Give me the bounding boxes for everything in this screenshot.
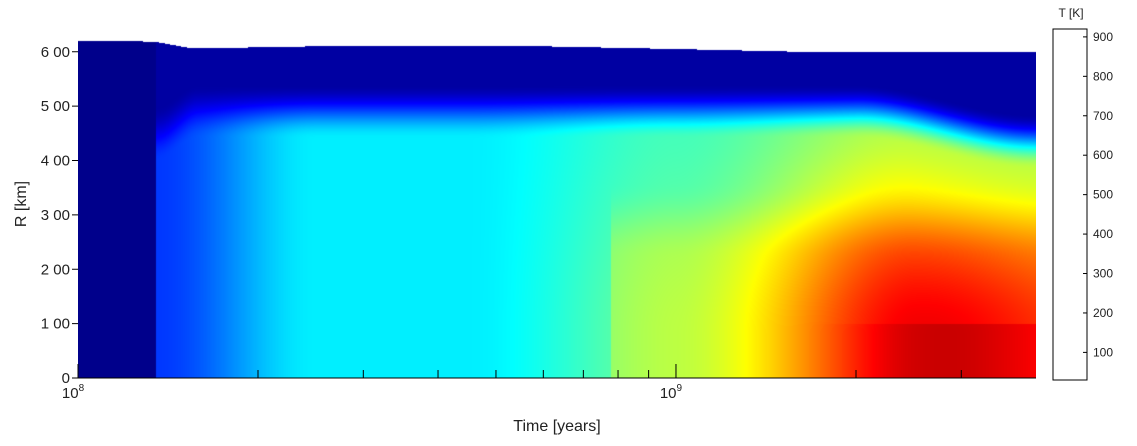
y-tick-label: 6 00 bbox=[41, 44, 70, 61]
colorbar-tick-label: 700 bbox=[1093, 109, 1113, 123]
colorbar-title: T [K] bbox=[1058, 6, 1083, 20]
colorbar-tick-label: 600 bbox=[1093, 148, 1113, 162]
y-axis-title: R [km] bbox=[13, 181, 30, 227]
colorbar-tick-label: 800 bbox=[1093, 69, 1113, 83]
y-tick-label: 2 00 bbox=[41, 261, 70, 278]
colorbar-tick-label: 200 bbox=[1093, 306, 1113, 320]
colorbar-tick-label: 300 bbox=[1093, 267, 1113, 281]
y-tick-label: 5 00 bbox=[41, 98, 70, 115]
y-tick-label: 1 00 bbox=[41, 316, 70, 333]
colorbar-ticks: 100 200 300 400 500 600 700 800 900 bbox=[1083, 30, 1113, 359]
x-tick-label: 109 bbox=[660, 383, 683, 402]
colorbar-tick-label: 500 bbox=[1093, 188, 1113, 202]
y-tick-label: 4 00 bbox=[41, 153, 70, 170]
x-axis-title: Time [years] bbox=[513, 418, 600, 435]
colorbar-tick-label: 100 bbox=[1093, 345, 1113, 359]
plot-area: 108 109 01 002 003 004 005 006 00 bbox=[41, 30, 1036, 402]
colorbar-tick-label: 900 bbox=[1093, 30, 1113, 44]
colorbar: T [K] 100 200 300 400 500 600 700 800 900 bbox=[1052, 6, 1113, 381]
colorbar-tick-label: 400 bbox=[1093, 227, 1113, 241]
colorbar-box bbox=[1052, 28, 1088, 381]
y-tick-label: 0 bbox=[62, 370, 70, 387]
y-axis-ticks: 0 1 00 2 00 3 00 4 00 5 00 6 00 bbox=[41, 44, 78, 387]
temperature-heatmap bbox=[78, 30, 1036, 378]
y-tick-label: 3 00 bbox=[41, 207, 70, 224]
